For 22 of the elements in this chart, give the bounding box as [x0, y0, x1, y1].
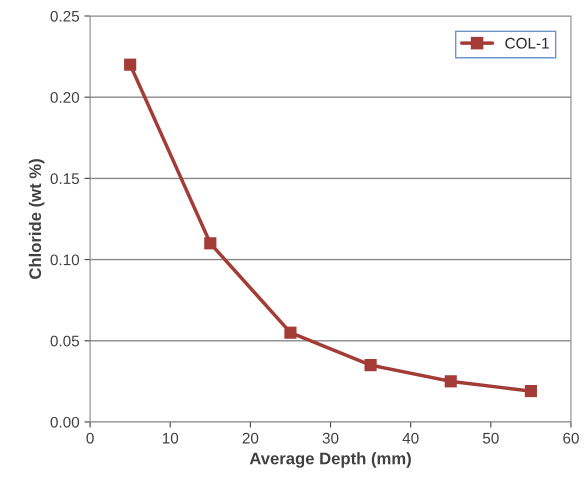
- y-tick-label: 0.00: [50, 416, 80, 428]
- point: [524, 385, 537, 398]
- point: [364, 359, 377, 372]
- x-tick-label: 0: [86, 432, 94, 444]
- y-tick-label: 0.15: [50, 173, 80, 184]
- y-tick-label: 0.25: [50, 10, 80, 22]
- x-tick-label: 20: [242, 432, 258, 444]
- point: [284, 326, 297, 339]
- x-axis-title: Average Depth (mm): [250, 452, 411, 468]
- x-tick-label: 60: [563, 432, 579, 444]
- x-tick-label: 30: [322, 432, 338, 444]
- x-tick-label: 10: [162, 432, 178, 444]
- point: [204, 237, 216, 250]
- x-tick-label: 40: [402, 432, 419, 444]
- y-tick-label: 0.10: [50, 254, 80, 266]
- legend-label: COL-1: [505, 38, 549, 49]
- y-axis-title: Chloride (wt %): [28, 159, 44, 279]
- x-tick-label: 50: [482, 432, 499, 444]
- point: [444, 375, 457, 388]
- y-tick-label: 0.20: [50, 92, 80, 103]
- y-tick-label: 0.05: [50, 336, 80, 346]
- point: [124, 58, 136, 71]
